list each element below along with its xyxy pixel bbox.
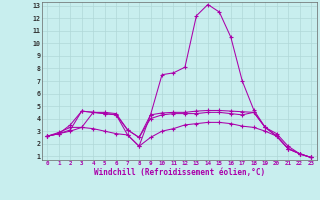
X-axis label: Windchill (Refroidissement éolien,°C): Windchill (Refroidissement éolien,°C) bbox=[94, 168, 265, 177]
